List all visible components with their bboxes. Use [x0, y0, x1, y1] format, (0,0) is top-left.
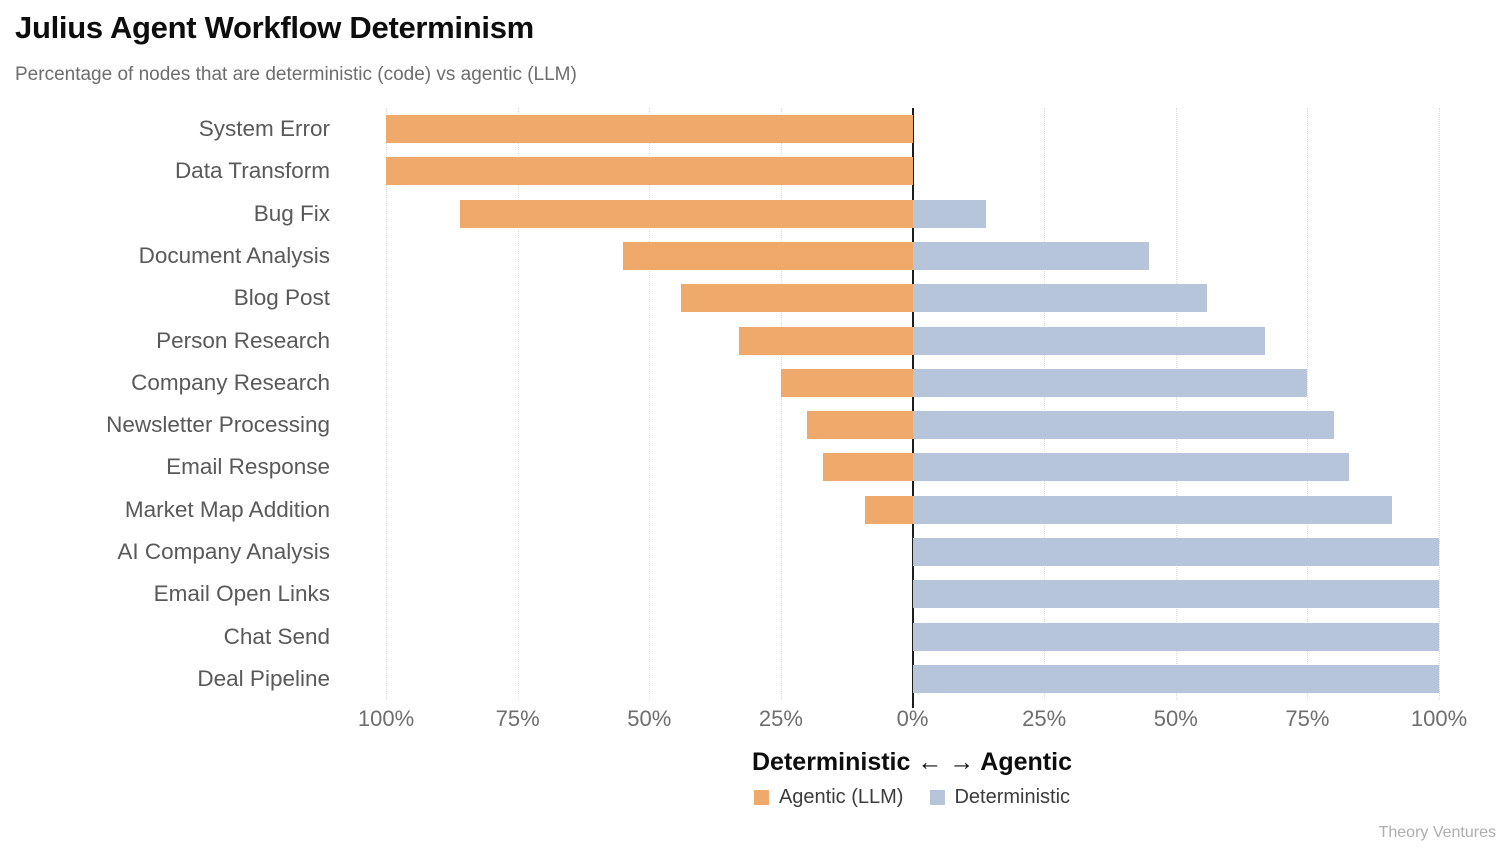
- category-label: Document Analysis: [138, 242, 330, 268]
- agentic-bar: [865, 495, 913, 524]
- legend-swatch-icon: [753, 790, 769, 805]
- deterministic-bar: [912, 453, 1350, 482]
- bar-row: [386, 235, 1439, 277]
- legend-item: Deterministic: [929, 786, 1070, 809]
- category-label: Newsletter Processing: [106, 412, 330, 438]
- legend-swatch-icon: [929, 790, 945, 805]
- gridline: [649, 108, 651, 700]
- bar-row: [386, 489, 1439, 531]
- agentic-bar: [738, 326, 913, 355]
- bar-rows: [386, 108, 1439, 700]
- agentic-bar: [386, 157, 913, 186]
- bar-row: [386, 446, 1439, 488]
- deterministic-bar: [912, 622, 1439, 651]
- axis-tick-label: 25%: [1022, 706, 1067, 731]
- agentic-bar: [807, 411, 913, 440]
- axis-tick-label: 25%: [758, 706, 803, 731]
- category-label: Deal Pipeline: [197, 665, 330, 691]
- category-label: Bug Fix: [253, 200, 330, 226]
- deterministic-bar: [912, 199, 987, 228]
- axis-tick-label: 0%: [896, 706, 929, 731]
- deterministic-bar: [912, 495, 1392, 524]
- legend-item: Agentic (LLM): [753, 786, 904, 809]
- category-label: Blog Post: [233, 285, 330, 311]
- category-label: System Error: [198, 116, 330, 142]
- zero-baseline: [911, 108, 914, 708]
- agentic-bar: [386, 115, 913, 144]
- gridline: [517, 108, 519, 700]
- bar-row: [386, 193, 1439, 235]
- deterministic-bar: [912, 241, 1150, 270]
- category-label: Email Response: [166, 454, 330, 480]
- gridline: [1044, 108, 1046, 700]
- category-label: AI Company Analysis: [117, 538, 330, 564]
- category-label: Data Transform: [174, 158, 330, 184]
- deterministic-bar: [912, 664, 1439, 693]
- category-label: Person Research: [156, 327, 330, 353]
- agentic-bar: [622, 241, 913, 270]
- legend-label: Deterministic: [954, 786, 1071, 808]
- page-title: Julius Agent Workflow Determinism: [15, 10, 534, 45]
- value-axis: 100% 75% 50% 25% 0% 25% 50% 75% 100%: [358, 706, 1467, 736]
- gridline: [1175, 108, 1177, 700]
- bar-row: [386, 404, 1439, 446]
- plot-area: [386, 108, 1440, 708]
- watermark: Theory Ventures: [1378, 824, 1496, 841]
- bar-row: [386, 573, 1439, 615]
- axis-tick-label: 50%: [1153, 706, 1198, 731]
- agentic-bar: [780, 368, 913, 397]
- deterministic-bar: [912, 326, 1266, 355]
- gridline: [1307, 108, 1309, 700]
- deterministic-bar: [912, 284, 1208, 313]
- axis-label: Deterministic ← → Agentic: [752, 748, 1072, 776]
- category-label: Market Map Addition: [124, 496, 330, 522]
- bar-row: [386, 277, 1439, 319]
- deterministic-bar: [912, 580, 1439, 609]
- agentic-bar: [680, 284, 913, 313]
- bar-row: [386, 615, 1439, 657]
- bar-row: [386, 150, 1439, 192]
- bar-row: [386, 319, 1439, 361]
- legend-label: Agentic (LLM): [778, 786, 904, 808]
- bar-row: [386, 658, 1439, 700]
- bar-row: [386, 108, 1439, 150]
- category-label: Company Research: [131, 369, 330, 395]
- gridline: [1439, 108, 1440, 700]
- gridline: [386, 108, 387, 700]
- bar-row: [386, 531, 1439, 573]
- agentic-bar: [823, 453, 913, 482]
- category-label: Chat Send: [223, 623, 330, 649]
- agentic-bar: [459, 199, 913, 228]
- axis-tick-label: 100%: [1410, 706, 1468, 731]
- category-axis: System Error Data Transform Bug Fix Documen…: [0, 108, 330, 700]
- chart-subtitle: Percentage of nodes that are determinist…: [15, 64, 577, 85]
- legend: Agentic (LLM) Deterministic: [753, 786, 1070, 809]
- axis-tick-label: 100%: [357, 706, 415, 731]
- deterministic-bar: [912, 368, 1308, 397]
- deterministic-bar: [912, 411, 1334, 440]
- axis-tick-label: 75%: [1285, 706, 1330, 731]
- bar-row: [386, 362, 1439, 404]
- axis-tick-label: 50%: [627, 706, 672, 731]
- axis-tick-label: 75%: [495, 706, 540, 731]
- deterministic-bar: [912, 537, 1439, 566]
- gridline: [780, 108, 782, 700]
- category-label: Email Open Links: [153, 581, 330, 607]
